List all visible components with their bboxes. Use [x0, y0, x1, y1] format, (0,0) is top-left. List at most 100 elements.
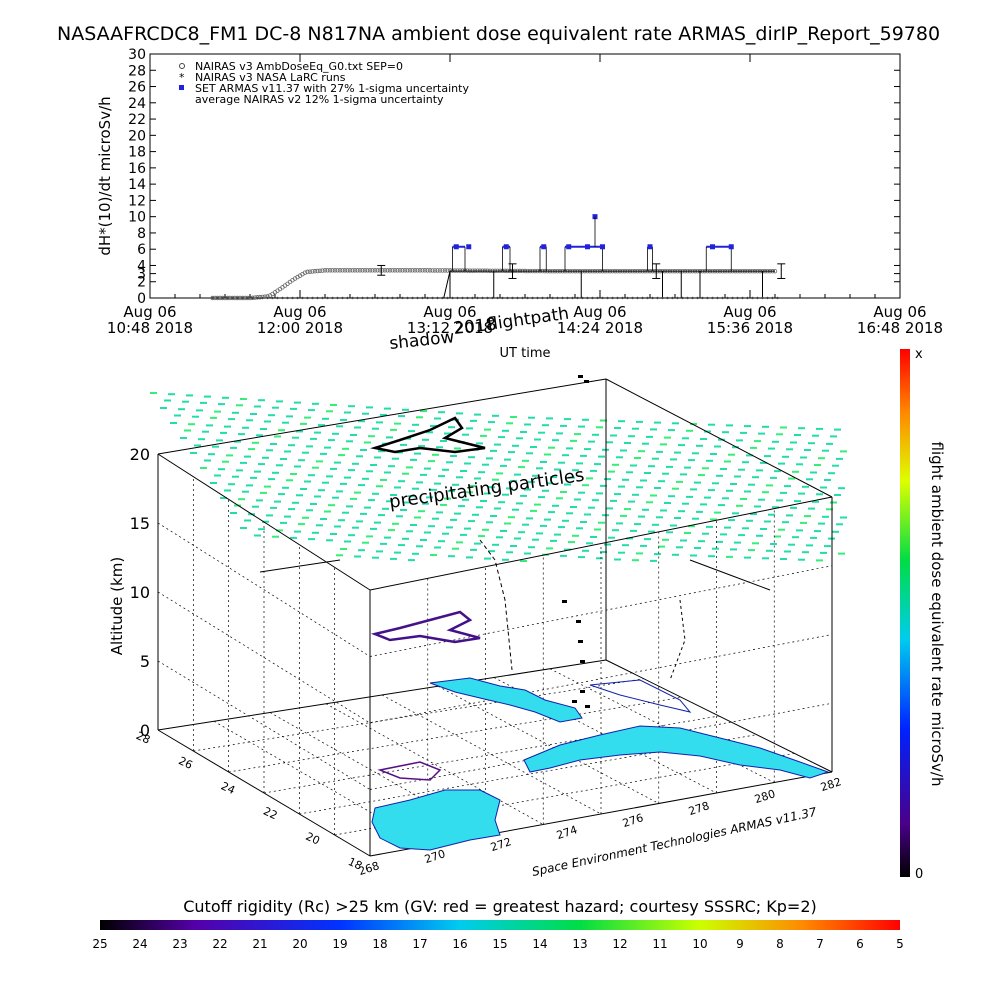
particle-mark: [534, 438, 541, 441]
particle-mark: [552, 504, 559, 507]
rigidity-tick-label: 7: [816, 937, 824, 951]
zero-marker: [436, 296, 439, 300]
particle-mark: [330, 533, 337, 535]
nairas-v3-marker: [357, 268, 363, 273]
zero-marker: [711, 296, 714, 300]
particle-mark: [160, 407, 167, 409]
x-tick-label-time: 15:36 2018: [707, 319, 793, 337]
particle-mark: [554, 468, 561, 471]
particle-mark: [488, 486, 495, 489]
particle-mark: [316, 460, 323, 463]
zero-marker: [501, 296, 504, 300]
particle-mark: [326, 539, 333, 542]
particle-mark: [750, 446, 757, 449]
particle-mark: [562, 519, 569, 522]
particle-mark: [436, 446, 443, 449]
particle-mark: [838, 552, 845, 555]
particle-mark: [668, 429, 675, 432]
particle-mark: [574, 433, 581, 436]
particle-mark: [362, 541, 369, 544]
particle-mark: [330, 467, 337, 470]
particle-mark: [726, 555, 733, 558]
particle-mark: [188, 423, 195, 426]
particle-mark: [380, 479, 387, 481]
particle-mark: [796, 529, 803, 532]
particle-mark: [474, 413, 481, 416]
altitude-3d-plot: 0 5 10 15 20 18 20 22 24 26 28 268 270 272 274 276 278…: [108, 304, 847, 879]
particle-mark: [236, 404, 243, 407]
particle-mark: [670, 458, 677, 461]
particle-mark: [514, 473, 521, 476]
particle-mark: [430, 425, 437, 427]
particle-mark: [470, 548, 477, 551]
zero-marker: [391, 296, 394, 300]
particle-mark: [192, 415, 199, 418]
zero-marker: [386, 296, 389, 300]
particle-mark: [674, 451, 681, 454]
particle-mark: [708, 489, 715, 492]
particle-mark: [718, 504, 725, 507]
particle-mark: [442, 532, 449, 535]
particle-mark: [254, 405, 261, 408]
zero-marker: [511, 296, 514, 300]
particle-mark: [524, 423, 531, 426]
particle-mark: [634, 523, 641, 526]
coastline-map: [371, 677, 830, 851]
particle-mark: [346, 440, 353, 443]
particle-mark: [636, 420, 643, 423]
y-tick-label: 2: [137, 275, 146, 291]
zero-marker: [736, 296, 739, 300]
legend-blue-square-symbol: [179, 85, 184, 90]
flight-marker: [572, 700, 577, 703]
y-tick-label: 3: [137, 267, 146, 283]
nairas-v3-marker: [235, 295, 240, 301]
armas-point: [466, 244, 472, 250]
particle-mark: [560, 491, 567, 493]
nairas-v3-marker: [302, 270, 308, 275]
particle-mark: [566, 447, 573, 450]
flight-marker: [576, 620, 581, 623]
particle-mark: [806, 478, 813, 481]
particle-mark: [824, 545, 831, 548]
zero-marker: [221, 296, 224, 300]
dose-colorbar-top-label: x: [915, 347, 923, 362]
particle-mark: [528, 481, 535, 484]
particle-mark: [486, 521, 493, 524]
particle-mark: [774, 535, 781, 538]
particle-mark: [322, 481, 329, 484]
particle-mark: [530, 446, 537, 448]
particle-mark: [210, 416, 217, 419]
nairas-v3-marker: [362, 268, 368, 273]
particle-mark: [672, 487, 679, 490]
armas-point: [728, 244, 734, 250]
particle-mark: [804, 449, 811, 451]
particle-mark: [442, 468, 449, 471]
particle-mark: [334, 525, 341, 528]
rigidity-tick-label: 22: [212, 937, 227, 951]
particle-mark: [408, 495, 415, 498]
particle-mark: [676, 480, 683, 483]
particle-mark: [788, 543, 795, 546]
particle-mark: [582, 549, 589, 552]
flight-path-segment: [669, 599, 686, 681]
particle-mark: [608, 470, 615, 473]
flight-marker: [578, 640, 583, 643]
particle-mark: [606, 507, 613, 510]
particle-mark: [304, 416, 311, 419]
longitude-tick-label: 268: [357, 859, 381, 878]
particle-mark: [472, 513, 479, 516]
particle-mark: [356, 520, 363, 523]
particle-mark: [490, 515, 497, 517]
particle-mark: [790, 441, 797, 444]
particle-mark: [428, 525, 435, 528]
particle-mark: [228, 418, 235, 421]
particle-mark: [450, 455, 457, 457]
zero-marker: [771, 296, 774, 300]
particle-mark: [704, 496, 711, 499]
particle-mark: [502, 429, 509, 432]
zero-marker: [296, 296, 299, 300]
particle-mark: [502, 558, 509, 561]
particle-mark: [544, 518, 551, 521]
particle-mark: [310, 437, 317, 440]
particle-mark: [434, 482, 441, 485]
